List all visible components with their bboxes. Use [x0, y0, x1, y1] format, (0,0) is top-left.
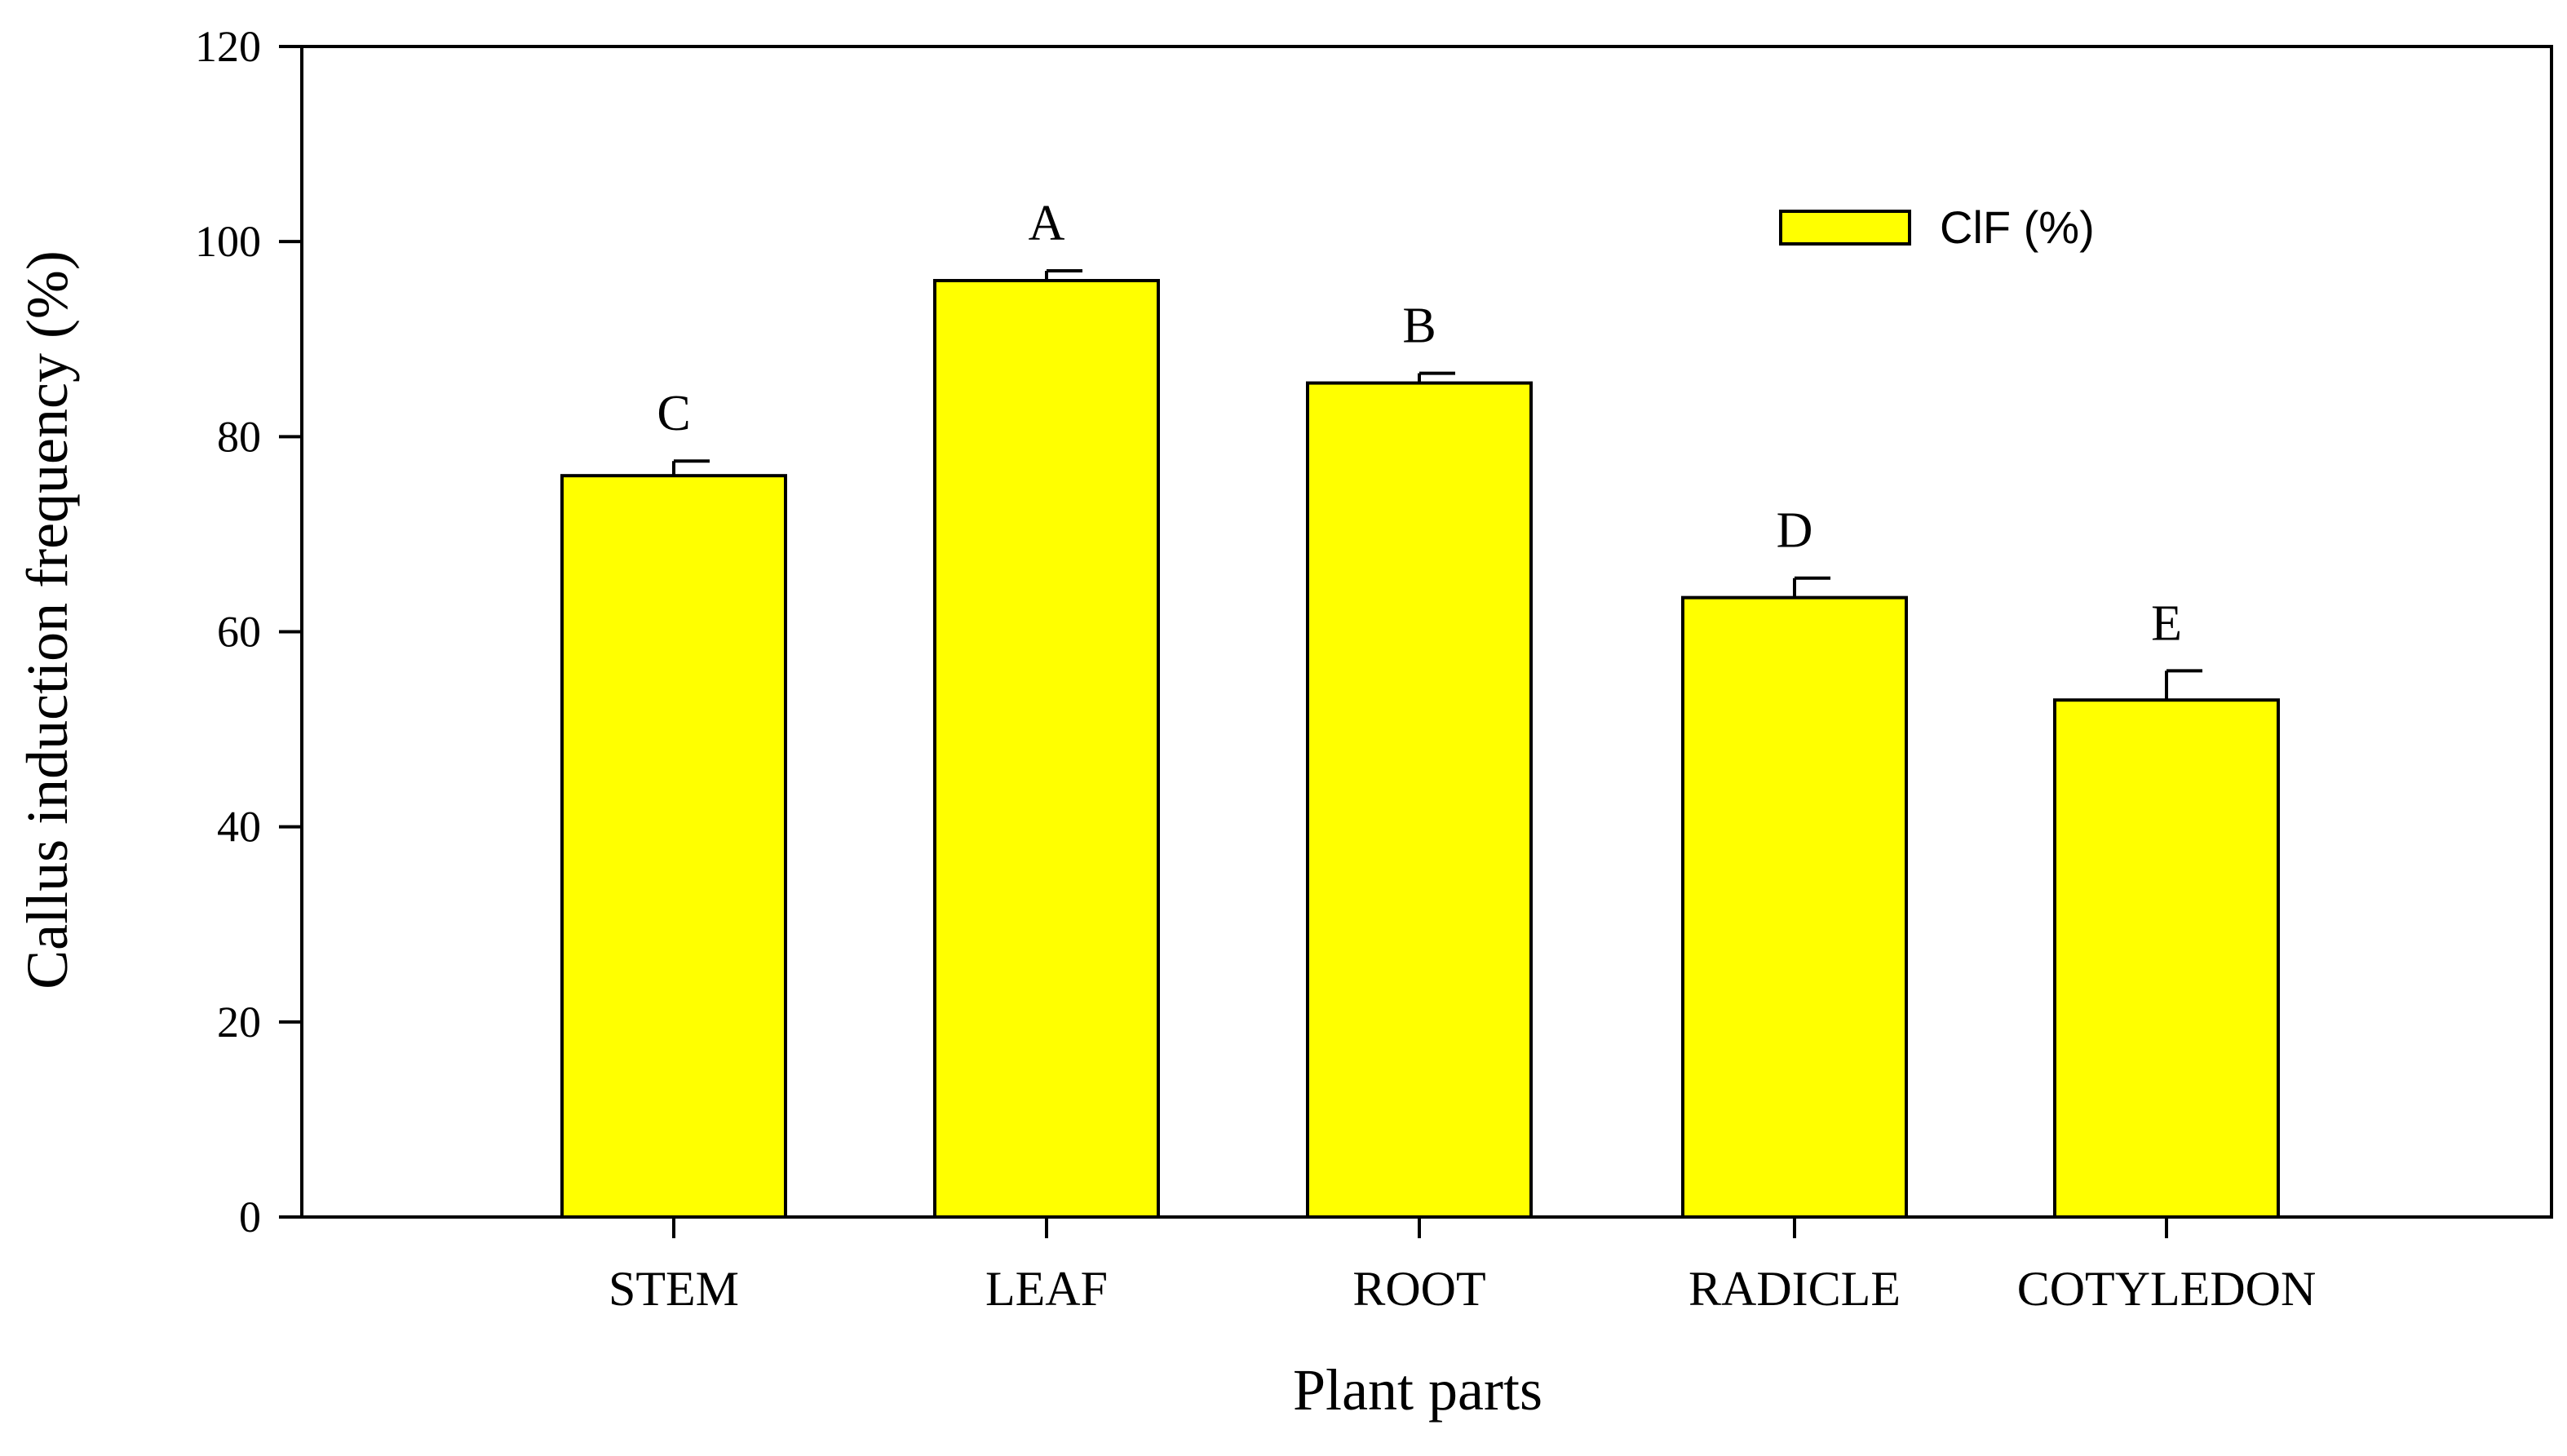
- bar-radicle: [1681, 595, 1908, 1219]
- legend: ClF (%): [1779, 201, 2095, 253]
- error-bar-radicle: [1793, 576, 1830, 598]
- bar-cotyledon: [2053, 698, 2280, 1219]
- y-tick-label-120: 120: [195, 22, 261, 71]
- y-tick-label-20: 20: [217, 998, 261, 1047]
- bar-root: [1306, 381, 1533, 1219]
- x-tick-label-radicle: RADICLE: [1688, 1262, 1901, 1316]
- error-bar-stem: [672, 459, 710, 476]
- y-tick-label-60: 60: [217, 608, 261, 657]
- error-bar-cotyledon: [2165, 669, 2202, 701]
- x-tick-label-root: ROOT: [1352, 1262, 1485, 1316]
- bar-leaf: [933, 279, 1160, 1219]
- significance-label-cotyledon: E: [2151, 595, 2182, 651]
- error-bar-leaf: [1045, 269, 1082, 281]
- significance-label-stem: C: [657, 386, 690, 441]
- y-tick-label-80: 80: [217, 412, 261, 461]
- x-tick-label-leaf: LEAF: [985, 1262, 1108, 1316]
- error-bar-root: [1418, 371, 1455, 383]
- x-axis-title: Plant parts: [1293, 1357, 1542, 1423]
- y-tick-label-0: 0: [239, 1193, 261, 1241]
- legend-swatch: [1779, 210, 1911, 246]
- y-tick-label-100: 100: [195, 217, 261, 266]
- significance-label-leaf: A: [1029, 196, 1065, 251]
- x-tick-label-cotyledon: COTYLEDON: [2017, 1262, 2317, 1316]
- significance-label-root: B: [1402, 299, 1436, 354]
- y-tick-label-40: 40: [217, 803, 261, 852]
- significance-label-radicle: D: [1777, 503, 1813, 559]
- x-tick-label-stem: STEM: [609, 1262, 739, 1316]
- bar-stem: [560, 474, 787, 1219]
- legend-label: ClF (%): [1940, 201, 2095, 253]
- y-axis-title: Callus induction frequency (%): [15, 250, 80, 989]
